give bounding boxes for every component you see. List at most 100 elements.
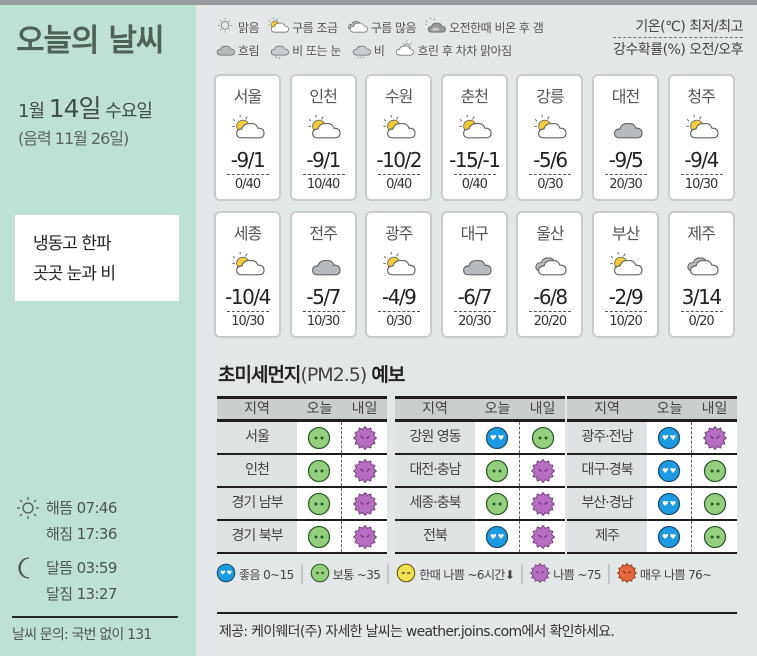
- pm-good-icon: [216, 563, 239, 586]
- city-temperature: -6/8: [533, 285, 568, 309]
- city-temperature: -6/7: [457, 285, 493, 309]
- city-precipitation: 0/40: [234, 177, 261, 192]
- partly-cloudy-icon: [608, 251, 646, 281]
- pm-table: 지역 오늘 내일 서울 인천 경기 남부 경기 북부: [217, 396, 387, 554]
- partly-cloudy-icon: [268, 17, 292, 39]
- legend-item: 비: [350, 40, 385, 62]
- divider: [680, 174, 723, 175]
- rain-or-snow-icon: [268, 40, 292, 62]
- legend-label: 오전한때 비온 후 갬: [449, 21, 544, 35]
- divider: [12, 616, 178, 618]
- pm-legend: 좋음 0~15 보통 ~35 한때 나쁨 ~6시간⬇ 나쁨 ~75 매우 나쁨 76~: [216, 562, 719, 586]
- divider: [529, 311, 572, 312]
- legend-label: 흐린 후 차차 맑아짐: [417, 44, 512, 58]
- city-card: 강릉 -5/6 0/30: [516, 74, 584, 201]
- table-row: 강원 영동: [395, 422, 565, 455]
- region-name: 대구·경북: [567, 455, 647, 486]
- mostly-cloudy-icon: [532, 251, 570, 281]
- city-name: 인천: [309, 87, 337, 106]
- city-precipitation: 20/30: [458, 314, 491, 329]
- city-name: 전주: [309, 224, 337, 243]
- table-row: 인천: [217, 455, 387, 488]
- pm-good-icon: [475, 422, 520, 453]
- pm-good-icon: [475, 521, 520, 552]
- city-precipitation: 0/40: [386, 177, 412, 192]
- pm-bad-icon: [530, 562, 553, 586]
- divider: [529, 174, 572, 175]
- page-title: 오늘의 날씨: [16, 23, 164, 59]
- pm-legend-label: 좋음 0~15: [239, 567, 294, 582]
- region-name: 부산·경남: [567, 488, 647, 519]
- divider: [227, 311, 269, 312]
- city-precipitation: 0/40: [461, 177, 488, 192]
- city-precipitation: 0/20: [688, 314, 714, 329]
- city-card: 대전 -9/5 20/30: [592, 74, 659, 201]
- date: 1월 14일 수요일: [18, 89, 153, 125]
- city-name: 대전: [611, 87, 640, 106]
- legend-label: 구름 조금: [292, 21, 338, 35]
- overcast-icon: [608, 114, 646, 144]
- moonset: 달짐 13:27: [14, 581, 117, 607]
- weather-inquiry: 날씨 문의: 국번 없이 131: [12, 627, 152, 643]
- legend-item: 흐림: [214, 40, 260, 62]
- pm-normal-icon: [475, 455, 520, 486]
- divider: [227, 174, 269, 175]
- header-tomorrow: 내일: [529, 401, 556, 417]
- city-temperature: -10/2: [376, 148, 422, 172]
- city-name: 춘천: [460, 87, 489, 106]
- city-temperature: -10/4: [225, 285, 271, 309]
- pm-legend-item: 한때 나쁨 ~6시간⬇: [389, 563, 524, 584]
- pm-title-part2: (PM2.5): [300, 364, 372, 386]
- divider: [378, 174, 421, 175]
- city-precipitation: 20/30: [609, 177, 642, 192]
- legend-item: 구름 많음: [347, 17, 417, 39]
- city-card: 전주 -5/7 10/30: [289, 211, 357, 338]
- region-name: 광주·전남: [567, 422, 647, 453]
- city-temperature: -9/4: [684, 148, 719, 172]
- pm-very-bad-icon: [616, 562, 640, 586]
- header-today: 오늘: [484, 401, 511, 417]
- city-temperature: -15/-1: [449, 148, 501, 172]
- partly-cloudy-icon: [306, 114, 344, 144]
- pm-legend-item: 보통 ~35: [303, 563, 390, 584]
- partly-cloudy-icon: [381, 114, 419, 144]
- legend-label: 흐림: [238, 44, 260, 58]
- pm-bad-icon: [520, 521, 565, 552]
- pm-normal-icon: [297, 488, 342, 519]
- sun-icon: [214, 17, 238, 39]
- pm-good-icon: [647, 422, 692, 453]
- city-card: 제주 3/14 0/20: [667, 211, 735, 338]
- city-card: 인천 -9/1 10/40: [289, 74, 357, 201]
- divider: [453, 174, 496, 175]
- top-bar: [0, 0, 757, 5]
- pm-bad-icon: [342, 488, 387, 519]
- divider: [302, 311, 345, 312]
- city-precipitation: 10/30: [306, 314, 340, 329]
- pm-good-icon: [647, 455, 692, 486]
- city-name: 대구: [460, 224, 489, 243]
- header-today: 오늘: [656, 401, 683, 417]
- partly-cloudy-icon: [381, 251, 419, 281]
- unit-precipitation: 강수확률(%) 오전/오후: [613, 42, 743, 58]
- pm-legend-label: 매우 나쁨 76~: [639, 567, 712, 582]
- pm-title-part1: 초미세먼지: [218, 364, 301, 386]
- credit-text: 제공: 케이웨더(주) 자세한 날씨는 weather.joins.com에서 …: [219, 624, 615, 640]
- pm-bad-icon: [520, 488, 565, 519]
- region-name: 대전·충남: [395, 455, 475, 486]
- city-card: 수원 -10/2 0/40: [365, 74, 433, 201]
- city-card: 청주 -9/4 10/30: [667, 74, 735, 201]
- table-row: 서울: [217, 422, 387, 455]
- region-name: 제주: [567, 521, 647, 552]
- city-temperature: -5/6: [533, 148, 568, 172]
- partly-cloudy-icon: [457, 114, 495, 144]
- region-name: 인천: [217, 455, 297, 486]
- city-name: 제주: [687, 224, 715, 243]
- pm-legend-label: 보통 ~35: [332, 567, 381, 582]
- table-row: 대전·충남: [395, 455, 565, 488]
- region-name: 경기 북부: [217, 521, 297, 552]
- pm-legend-label: 한때 나쁨 ~6시간⬇: [419, 567, 515, 582]
- pm-table-header: 지역 오늘 내일: [567, 396, 737, 422]
- city-name: 울산: [536, 224, 564, 243]
- left-panel: 오늘의 날씨 1월 14일 수요일 (음력 11월 26일) 냉동고 한파 곳곳…: [0, 5, 196, 656]
- pm-bad-icon: [342, 422, 387, 453]
